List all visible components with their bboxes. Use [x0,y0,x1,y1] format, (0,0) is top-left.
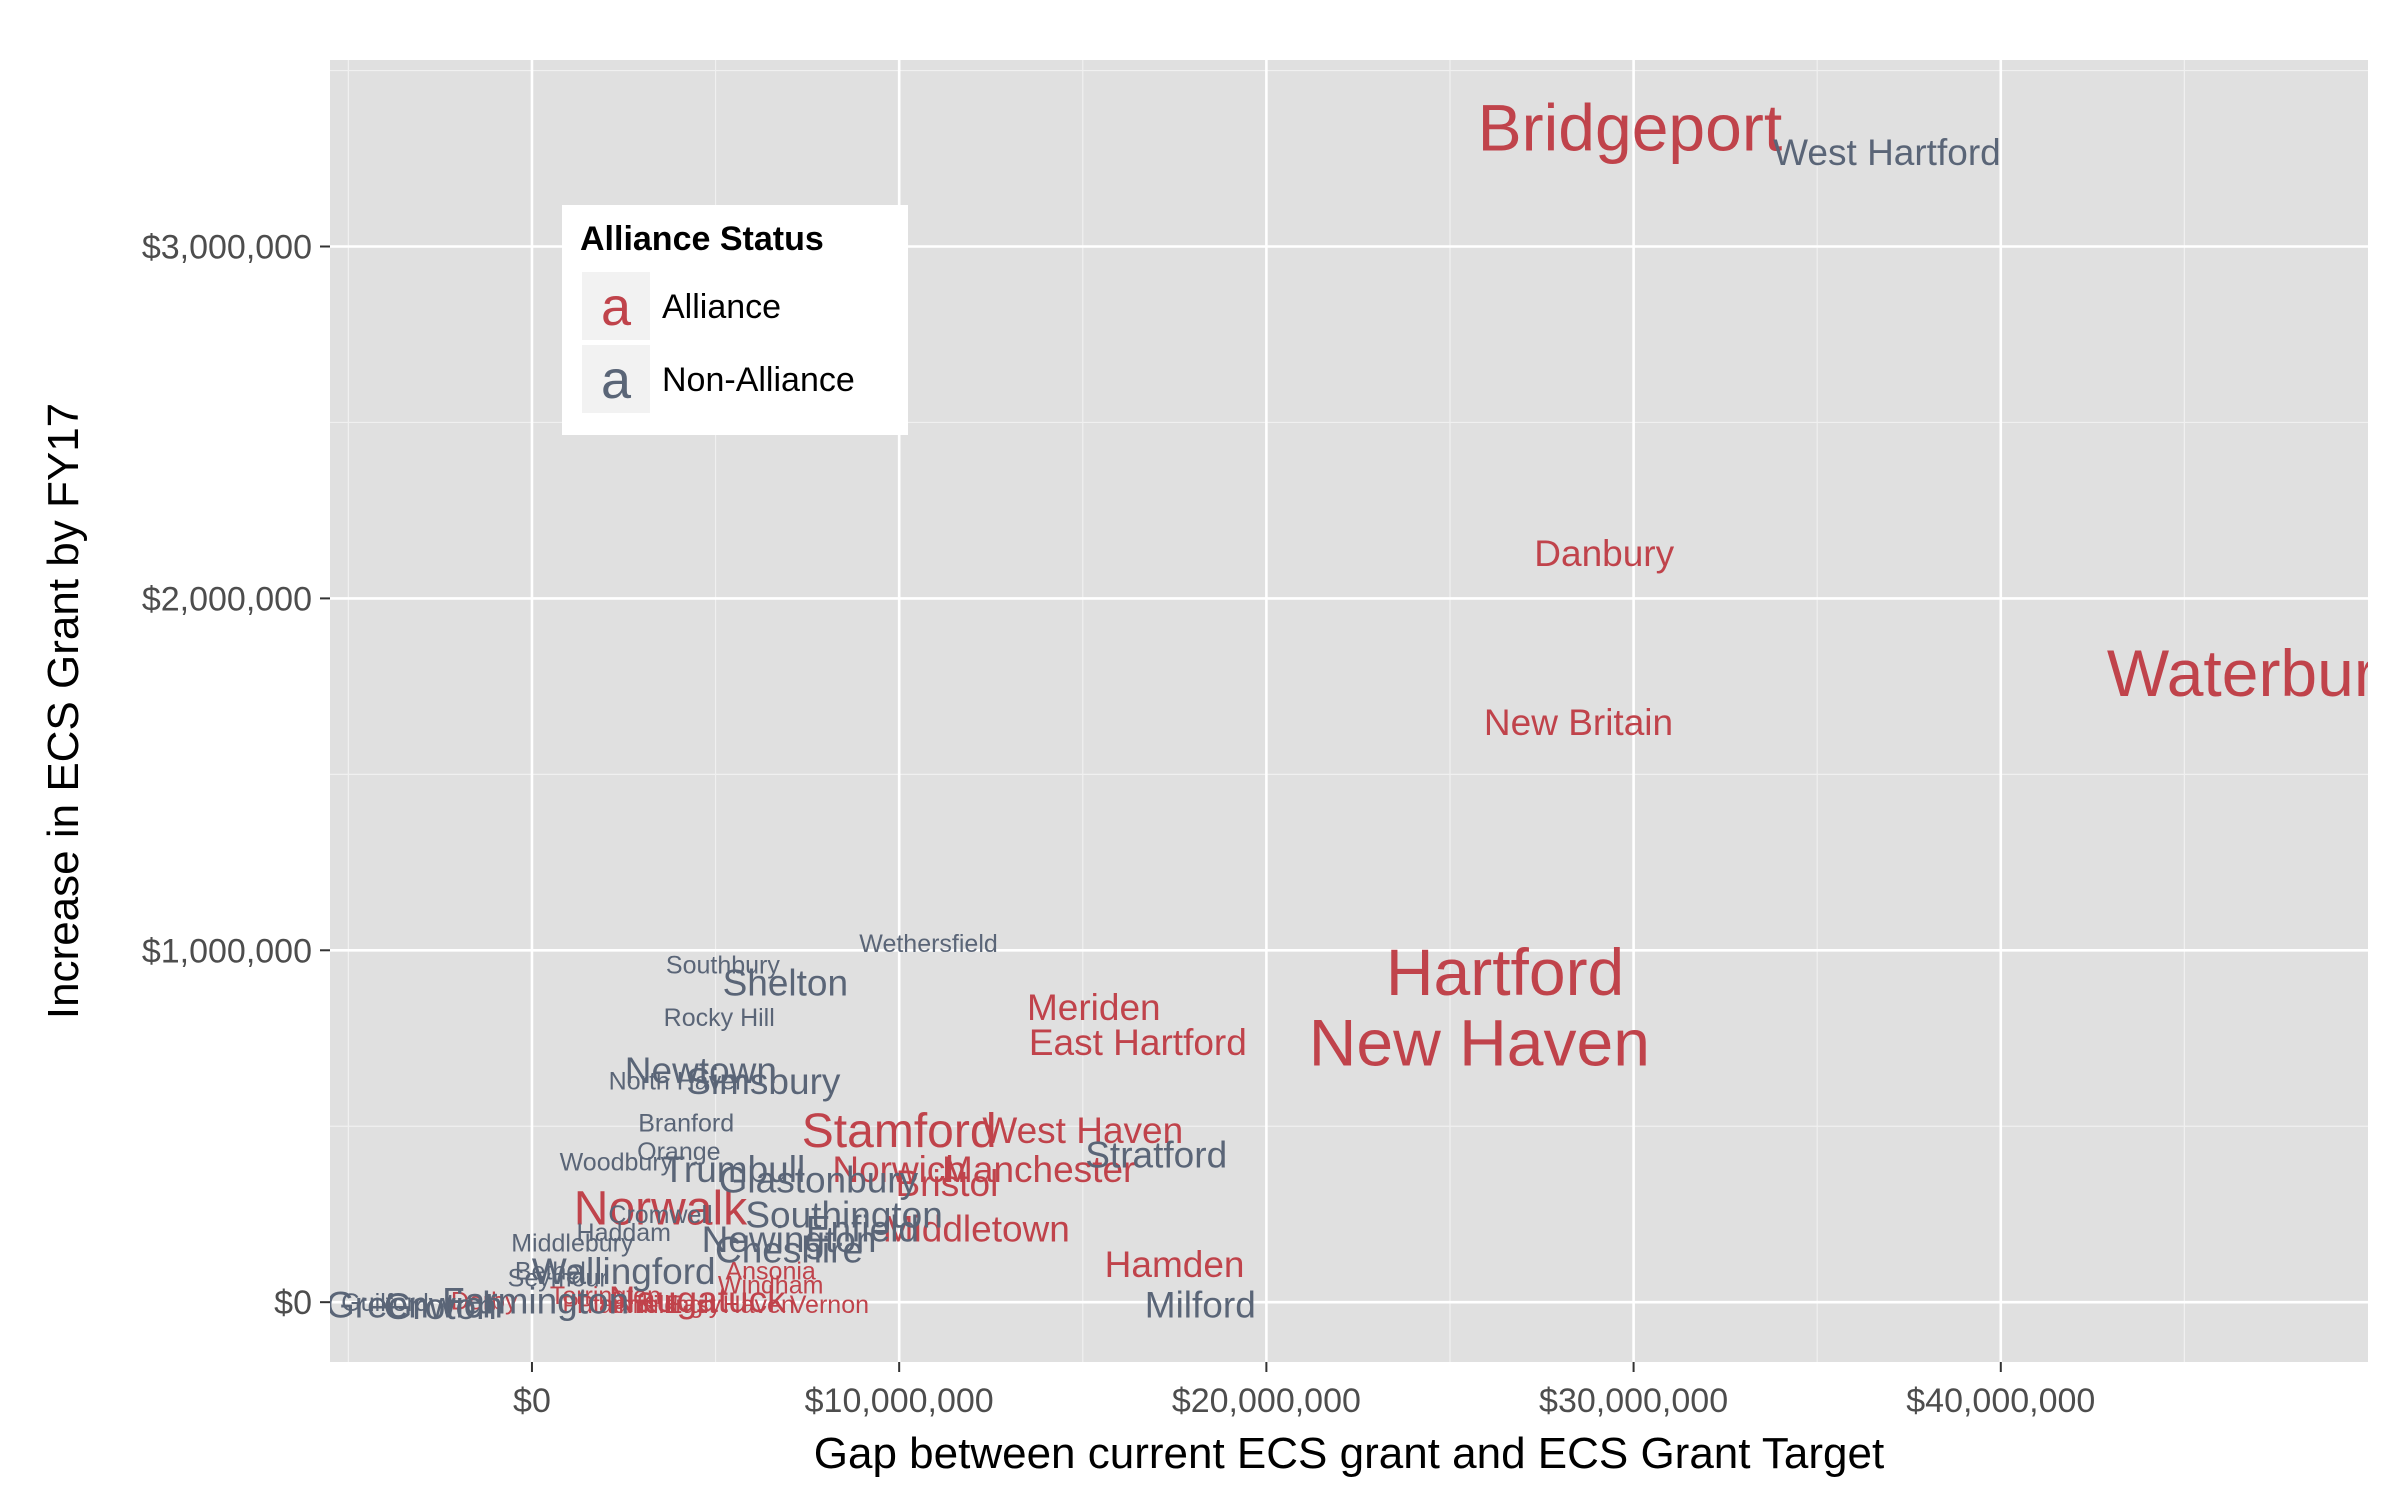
point-label-west-hartford: West Hartford [1773,132,2001,173]
point-label-norwich: Norwich [832,1149,966,1190]
point-label-derby: Derby [451,1287,518,1315]
legend-glyph-non-alliance: a [601,350,632,410]
point-label-killingly: Killingly [636,1291,721,1319]
point-label-manchester: Manchester [942,1149,1135,1190]
y-tick-label: $3,000,000 [142,229,312,267]
point-label-groton: Groton [384,1286,497,1327]
legend-title: Alliance Status [580,220,824,258]
point-label-bridgeport: Bridgeport [1478,91,1783,165]
point-label-newington: Newington [702,1219,877,1260]
point-label-naugatuck: Naugatuck [609,1279,786,1320]
point-label-norwalk: Norwalk [574,1182,748,1235]
point-label-stratford: Stratford [1085,1135,1227,1176]
point-label-east-haven: East Haven [666,1291,795,1319]
point-label-branford: Branford [638,1110,734,1138]
point-label-simsbury: Simsbury [686,1061,841,1102]
x-tick-label: $10,000,000 [805,1382,994,1420]
point-label-greenwich: Greenwich [326,1284,503,1325]
legend: Alliance Status a Alliance a Non-Allianc… [562,205,908,435]
x-tick-label: $30,000,000 [1539,1382,1728,1420]
point-label-hamden: Hamden [1105,1244,1245,1285]
point-label-north-haven: North Haven [609,1067,749,1095]
x-tick-label: $40,000,000 [1906,1382,2095,1420]
point-label-shelton: Shelton [723,962,849,1003]
point-label-wallingford: Wallingford [532,1251,716,1292]
point-label-bristol: Bristol [896,1163,999,1204]
point-label-trumbull: Trumbull [663,1149,806,1190]
point-label-southbury: Southbury [666,951,780,979]
point-label-southington: Southington [745,1195,943,1236]
legend-glyph-alliance: a [601,277,632,337]
x-axis-title: Gap between current ECS grant and ECS Gr… [814,1429,1884,1478]
data-labels: Bridgeport Waterbury Danbury New Britain Har… [326,91,2400,1327]
y-axis: $0 $1,000,000 $2,000,000 $3,000,000 [142,229,330,1322]
point-label-glastonbury: Glastonbury [719,1159,919,1200]
legend-key-non-alliance [582,345,650,413]
y-tick-label: $1,000,000 [142,932,312,970]
point-label-enfield: Enfield [806,1209,919,1250]
point-label-middletown: Middletown [883,1209,1070,1250]
point-label-wethersfield: Wethersfield [859,930,998,958]
point-label-orange: Orange [637,1138,720,1166]
x-axis: $0 $10,000,000 $20,000,000 $30,000,000 $40,0… [513,1362,2095,1420]
point-label-torrington: Torrington [550,1282,661,1310]
legend-label-non-alliance: Non-Alliance [662,361,855,399]
point-label-windham: Windham [718,1272,824,1300]
point-label-danbury: Danbury [1534,533,1674,574]
point-label-plainfield: Plainfield [577,1291,678,1319]
point-label-guilford: Guilford [341,1289,429,1317]
y-tick-label: $0 [274,1284,312,1322]
point-label-waterbury: Waterbury [2107,636,2400,710]
point-label-cheshire: Cheshire [715,1230,863,1271]
point-label-cromwell: Cromwell [608,1201,712,1229]
point-label-west-haven: West Haven [982,1110,1183,1151]
point-label-farmington: Farmington [442,1281,629,1322]
point-label-woodbury: Woodbury [560,1148,674,1176]
point-label-stamford: Stamford [802,1105,997,1158]
point-label-newtown: Newtown [625,1050,777,1091]
point-label-milford: Milford [1145,1284,1256,1325]
point-label-haddam: Haddam [577,1219,672,1247]
point-label-new-haven: New Haven [1309,1006,1650,1080]
point-label-hartford: Hartford [1386,935,1624,1009]
point-label-east-hartford: East Hartford [1029,1022,1247,1063]
point-label-vernon: Vernon [790,1291,869,1319]
legend-label-alliance: Alliance [662,288,781,326]
legend-key-alliance [582,272,650,340]
point-label-new-britain: New Britain [1484,702,1673,743]
point-label-middlebury: Middlebury [511,1229,634,1257]
point-label-bethel: Bethel [515,1258,586,1286]
x-tick-label: $20,000,000 [1172,1382,1361,1420]
point-label-putnam: Putnam [562,1291,648,1319]
point-label-ansonia: Ansonia [725,1258,815,1286]
point-label-seymour: Seymour [508,1265,608,1293]
x-tick-label: $0 [513,1382,551,1420]
y-tick-label: $2,000,000 [142,580,312,618]
y-axis-title: Increase in ECS Grant by FY17 [39,403,88,1019]
point-label-meriden: Meriden [1027,987,1161,1028]
point-label-rocky-hill: Rocky Hill [664,1004,775,1032]
